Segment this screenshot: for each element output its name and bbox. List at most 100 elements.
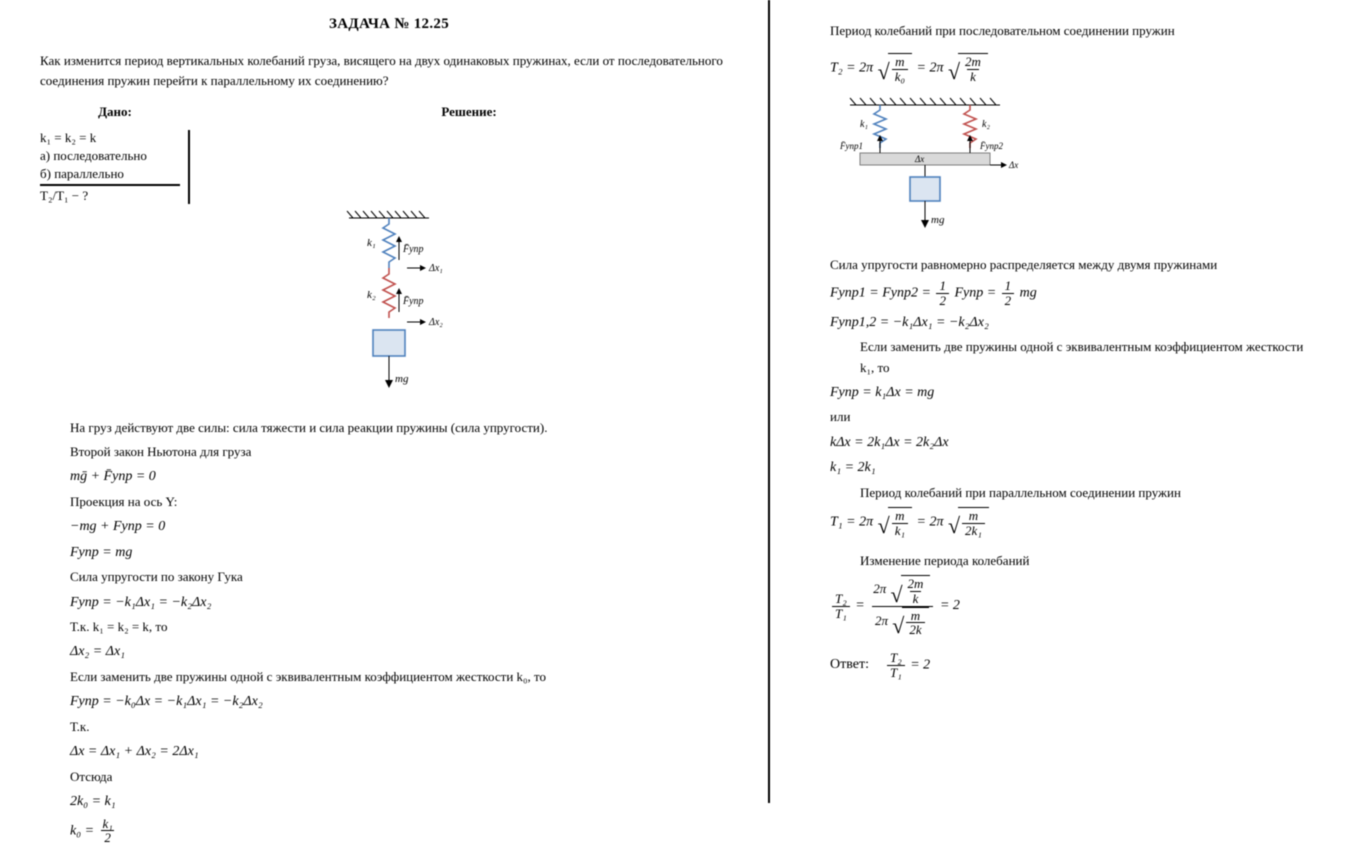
svg-text:F̄упр2: F̄упр2 [979, 141, 1003, 151]
svg-text:Δx: Δx [1008, 160, 1018, 170]
given-line: а) последовательно [40, 148, 180, 164]
fraction-big: 2π √ 2m k 2π √ m 2k [870, 575, 934, 637]
eq-result: = 2 [910, 657, 930, 672]
eq-mid: Fупр = [954, 286, 996, 301]
equation: Δx₂ = Δx₁ [70, 641, 738, 663]
svg-text:F̄упр: F̄упр [402, 295, 424, 307]
denominator: 2π √ m 2k [872, 606, 933, 637]
answer-equation: T₂ T₁ = 2 [885, 651, 930, 679]
sqrt: √ 2m k [948, 53, 988, 83]
fraction: 1 2 [936, 279, 949, 307]
equation: −mg + Fупр = 0 [70, 516, 738, 538]
denominator: k [967, 69, 979, 84]
eq-mid: = 2π [917, 514, 944, 529]
solution-right: Сила упругости равномерно распределяется… [830, 255, 1315, 683]
numerator: k₁ [100, 817, 116, 831]
coef: 2π [875, 613, 888, 628]
numerator: m [892, 55, 907, 69]
problem-statement: Как изменится период вертикальных колеба… [40, 51, 738, 90]
fraction: T₂ T₁ [887, 651, 905, 679]
eq-end: mg [1020, 286, 1037, 301]
denominator: 2k₁ [962, 523, 985, 538]
numerator: m [966, 509, 981, 523]
sqrt: √ m 2k [892, 607, 928, 637]
solution-header: Решение: [200, 104, 738, 120]
equation: Fупр = −k₁Δx₁ = −k₂Δx₂ [70, 592, 738, 614]
given-header: Дано: [40, 104, 190, 120]
numerator: 2π √ 2m k [870, 575, 934, 605]
fraction: 1 2 [1002, 279, 1015, 307]
equation: kΔx = 2k₁Δx = 2k₂Δx [830, 432, 1315, 454]
page: ЗАДАЧА № 12.25 Как изменится период верт… [0, 0, 1345, 803]
svg-text:F̄упр: F̄упр [402, 243, 424, 255]
denominator: 2 [101, 830, 114, 845]
sqrt: √ m k₁ [878, 507, 912, 537]
equation: Fупр1 = Fупр2 = 1 2 Fупр = 1 2 mg [830, 279, 1315, 307]
svg-text:mg: mg [395, 373, 409, 385]
given-line: б) параллельно [40, 166, 180, 182]
text-line: Сила упругости равномерно распределяется… [830, 255, 1315, 275]
sqrt: √ 2m k [890, 575, 930, 605]
text-line: или [830, 407, 1315, 427]
denominator: T₁ [887, 665, 905, 680]
text-line: Если заменить две пружины одной с эквива… [70, 667, 738, 687]
equation-period-parallel: T₁ = 2π √ m k₁ = 2π √ m 2k₁ [830, 507, 1315, 537]
given-line: T₂/T₁ − ? [40, 188, 180, 204]
fraction: m 2k₁ [962, 509, 985, 537]
equation: Δx = Δx₁ + Δx₂ = 2Δx₁ [70, 741, 738, 763]
numerator: 1 [936, 279, 949, 293]
denominator: T₁ [832, 606, 850, 621]
diagram-parallel-springs: k₁ k₂ F̄упр1 F̄упр2 Δx Δx mg [830, 97, 1030, 247]
equation: Fупр1,2 = −k₁Δx₁ = −k₂Δx₂ [830, 312, 1315, 334]
equation: k₁ = 2k₁ [830, 457, 1315, 479]
svg-text:k₂: k₂ [982, 119, 990, 130]
numerator: m [892, 509, 907, 523]
numerator: T₂ [832, 592, 850, 606]
problem-title: ЗАДАЧА № 12.25 [40, 16, 738, 33]
eq-mid: = 2π [917, 60, 944, 75]
given-box: Дано: k₁ = k₂ = k а) последовательно б) … [40, 104, 190, 206]
answer-row: Ответ: T₂ T₁ = 2 [830, 647, 1315, 683]
text-line: Изменение периода колебаний [860, 551, 1315, 571]
eq-lhs: k₀ = [70, 823, 94, 838]
given-solution-row: Дано: k₁ = k₂ = k а) последовательно б) … [40, 104, 738, 206]
svg-text:k₂: k₂ [367, 289, 376, 301]
answer-label: Ответ: [830, 654, 869, 676]
sqrt: √ m k₀ [878, 53, 912, 83]
text-line: Период колебаний при параллельном соедин… [860, 483, 1315, 503]
equation: Fупр = mg [70, 542, 738, 564]
denominator: 2 [936, 293, 949, 308]
numerator: m [908, 609, 923, 623]
left-column: ЗАДАЧА № 12.25 Как изменится период верт… [0, 0, 770, 803]
equation: Fупр = k₁Δx = mg [830, 382, 1315, 404]
text-line: Отсюда [70, 767, 738, 787]
text-line: Проекция на ось Y: [70, 492, 738, 512]
text-line: Т.к. [70, 717, 738, 737]
svg-text:k₁: k₁ [860, 119, 868, 130]
fraction: m 2k [906, 609, 924, 637]
eq-lhs: T₁ = 2π [830, 514, 873, 529]
diagram-series-springs: k₁ F̄упр Δx₁ k₂ F̄упр Δx₂ mg [309, 210, 469, 410]
text-line: Сила упругости по закону Гука [70, 567, 738, 587]
fraction: 2m k [962, 55, 984, 83]
fraction: m k₁ [892, 509, 908, 537]
given-line: k₁ = k₂ = k [40, 130, 180, 146]
equation: Fупр = −k₀Δx = −k₁Δx₁ = −k₂Δx₂ [70, 691, 738, 713]
fraction: k₁ 2 [100, 817, 116, 845]
svg-text:Δx: Δx [914, 154, 924, 164]
fraction: m k₀ [892, 55, 908, 83]
eq-lhs: Fупр1 = Fупр2 = [830, 286, 931, 301]
text-line: Если заменить две пружины одной с эквива… [860, 337, 1315, 377]
fraction: T₂ T₁ [832, 592, 850, 620]
text-line: Т.к. k₁ = k₂ = k, то [70, 617, 738, 637]
numerator: 2m [905, 577, 927, 591]
eq-lhs: T₂ = 2π [830, 60, 873, 75]
denominator: k [910, 591, 922, 606]
svg-text:F̄упр1: F̄упр1 [839, 141, 863, 151]
numerator: T₂ [887, 651, 905, 665]
text-line: На груз действуют две силы: сила тяжести… [70, 418, 738, 438]
svg-text:mg: mg [931, 214, 945, 226]
eq-result: = 2 [940, 598, 960, 613]
equation: mḡ + F̄упр = 0 [70, 466, 738, 488]
eq-eq: = [855, 598, 864, 613]
